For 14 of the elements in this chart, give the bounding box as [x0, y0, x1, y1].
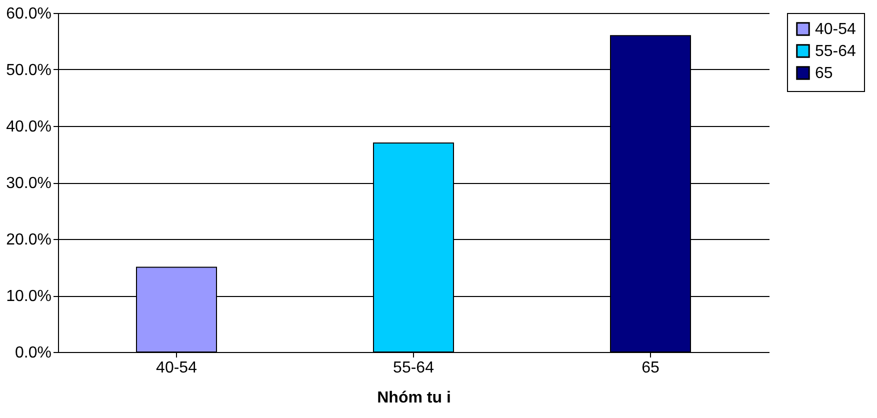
- y-tick-label: 60.0%: [6, 6, 52, 22]
- y-tick-label: 0.0%: [15, 344, 52, 362]
- y-tick-label: 40.0%: [6, 118, 52, 136]
- x-tick-label: 65: [642, 360, 660, 376]
- y-tick-label: 10.0%: [6, 288, 52, 305]
- x-tick-label: 40-54: [156, 360, 198, 376]
- y-tick-label: 30.0%: [6, 175, 52, 192]
- x-tick-label: 55-64: [393, 360, 434, 376]
- x-axis-title: Nhóm tu i: [377, 390, 451, 406]
- y-tick-label: 50.0%: [6, 62, 52, 79]
- legend-label: 65: [815, 65, 833, 82]
- legend-label: 40-54: [815, 21, 856, 38]
- legend-label: 55-64: [815, 43, 856, 60]
- y-tick-label: 20.0%: [6, 232, 52, 248]
